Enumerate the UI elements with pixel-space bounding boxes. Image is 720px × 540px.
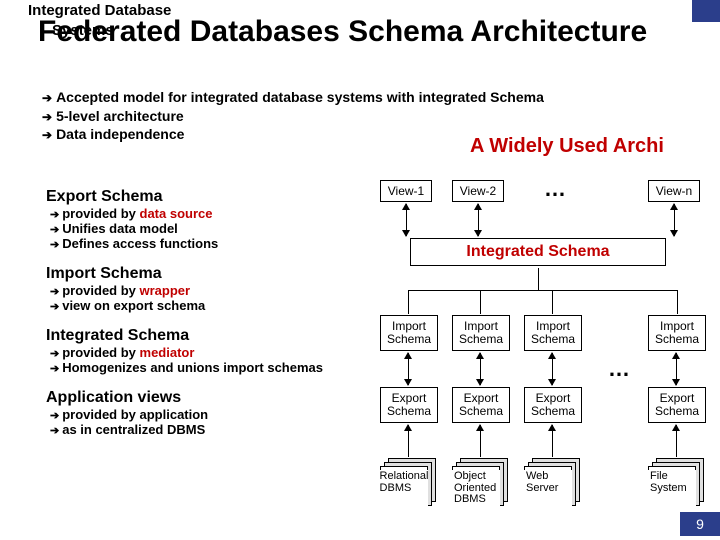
source-label-4: File System bbox=[648, 470, 696, 514]
integrated-sub-1: provided by mediator bbox=[50, 345, 376, 360]
view-ellipsis: … bbox=[544, 176, 566, 202]
import-sub-1: provided by wrapper bbox=[50, 283, 376, 298]
connector bbox=[408, 290, 678, 291]
import-box-4: Import Schema bbox=[648, 315, 706, 351]
connector bbox=[676, 425, 677, 457]
source-label-2: Object Oriented DBMS bbox=[452, 470, 500, 514]
integrated-schema-title: Integrated Schema bbox=[46, 327, 376, 345]
import-box-2: Import Schema bbox=[452, 315, 510, 351]
export-sub-3: Defines access functions bbox=[50, 236, 376, 251]
connector bbox=[408, 290, 409, 314]
import-sub-2: view on export schema bbox=[50, 298, 376, 313]
import-box-3: Import Schema bbox=[524, 315, 582, 351]
bullet-3: Data independence bbox=[42, 125, 544, 144]
view-1-box: View-1 bbox=[380, 180, 432, 202]
connector bbox=[480, 290, 481, 314]
page-number: 9 bbox=[680, 512, 720, 536]
slide-title: Federated Databases Schema Architecture bbox=[38, 16, 647, 48]
app-views-title: Application views bbox=[46, 389, 376, 407]
view-n-box: View-n bbox=[648, 180, 700, 202]
connector bbox=[552, 353, 553, 385]
source-label-3: Web Server bbox=[524, 470, 572, 514]
top-bullets: Accepted model for integrated database s… bbox=[42, 88, 544, 144]
export-sub-1: provided by data source bbox=[50, 206, 376, 221]
source-label-1: Relational DBMS bbox=[380, 470, 428, 514]
accent-bar bbox=[692, 0, 720, 22]
app-sub-2: as in centralized DBMS bbox=[50, 422, 376, 437]
connector bbox=[406, 204, 407, 236]
connector bbox=[408, 353, 409, 385]
connector bbox=[480, 425, 481, 457]
export-sub-2: Unifies data model bbox=[50, 221, 376, 236]
integrated-schema-box: Integrated Schema bbox=[410, 238, 666, 266]
connector bbox=[677, 290, 678, 314]
connector bbox=[552, 425, 553, 457]
bullet-2: 5-level architecture bbox=[42, 107, 544, 126]
export-box-3: Export Schema bbox=[524, 387, 582, 423]
export-box-4: Export Schema bbox=[648, 387, 706, 423]
connector bbox=[674, 204, 675, 236]
export-box-2: Export Schema bbox=[452, 387, 510, 423]
import-schema-title: Import Schema bbox=[46, 265, 376, 283]
import-ellipsis: … bbox=[608, 356, 630, 382]
connector bbox=[408, 425, 409, 457]
integrated-sub-2: Homogenizes and unions import schemas bbox=[50, 360, 376, 375]
bullet-1: Accepted model for integrated database s… bbox=[42, 88, 544, 107]
connector bbox=[538, 268, 539, 290]
connector bbox=[552, 290, 553, 314]
connector bbox=[676, 353, 677, 385]
import-box-1: Import Schema bbox=[380, 315, 438, 351]
export-schema-title: Export Schema bbox=[46, 188, 376, 206]
architecture-diagram: View-1 View-2 … View-n Integrated Schema… bbox=[380, 180, 720, 530]
view-2-box: View-2 bbox=[452, 180, 504, 202]
definitions-column: Export Schema provided by data source Un… bbox=[46, 188, 376, 437]
connector bbox=[480, 353, 481, 385]
app-sub-1: provided by application bbox=[50, 407, 376, 422]
widely-used-label: A Widely Used Archi bbox=[470, 135, 664, 158]
export-box-1: Export Schema bbox=[380, 387, 438, 423]
connector bbox=[478, 204, 479, 236]
